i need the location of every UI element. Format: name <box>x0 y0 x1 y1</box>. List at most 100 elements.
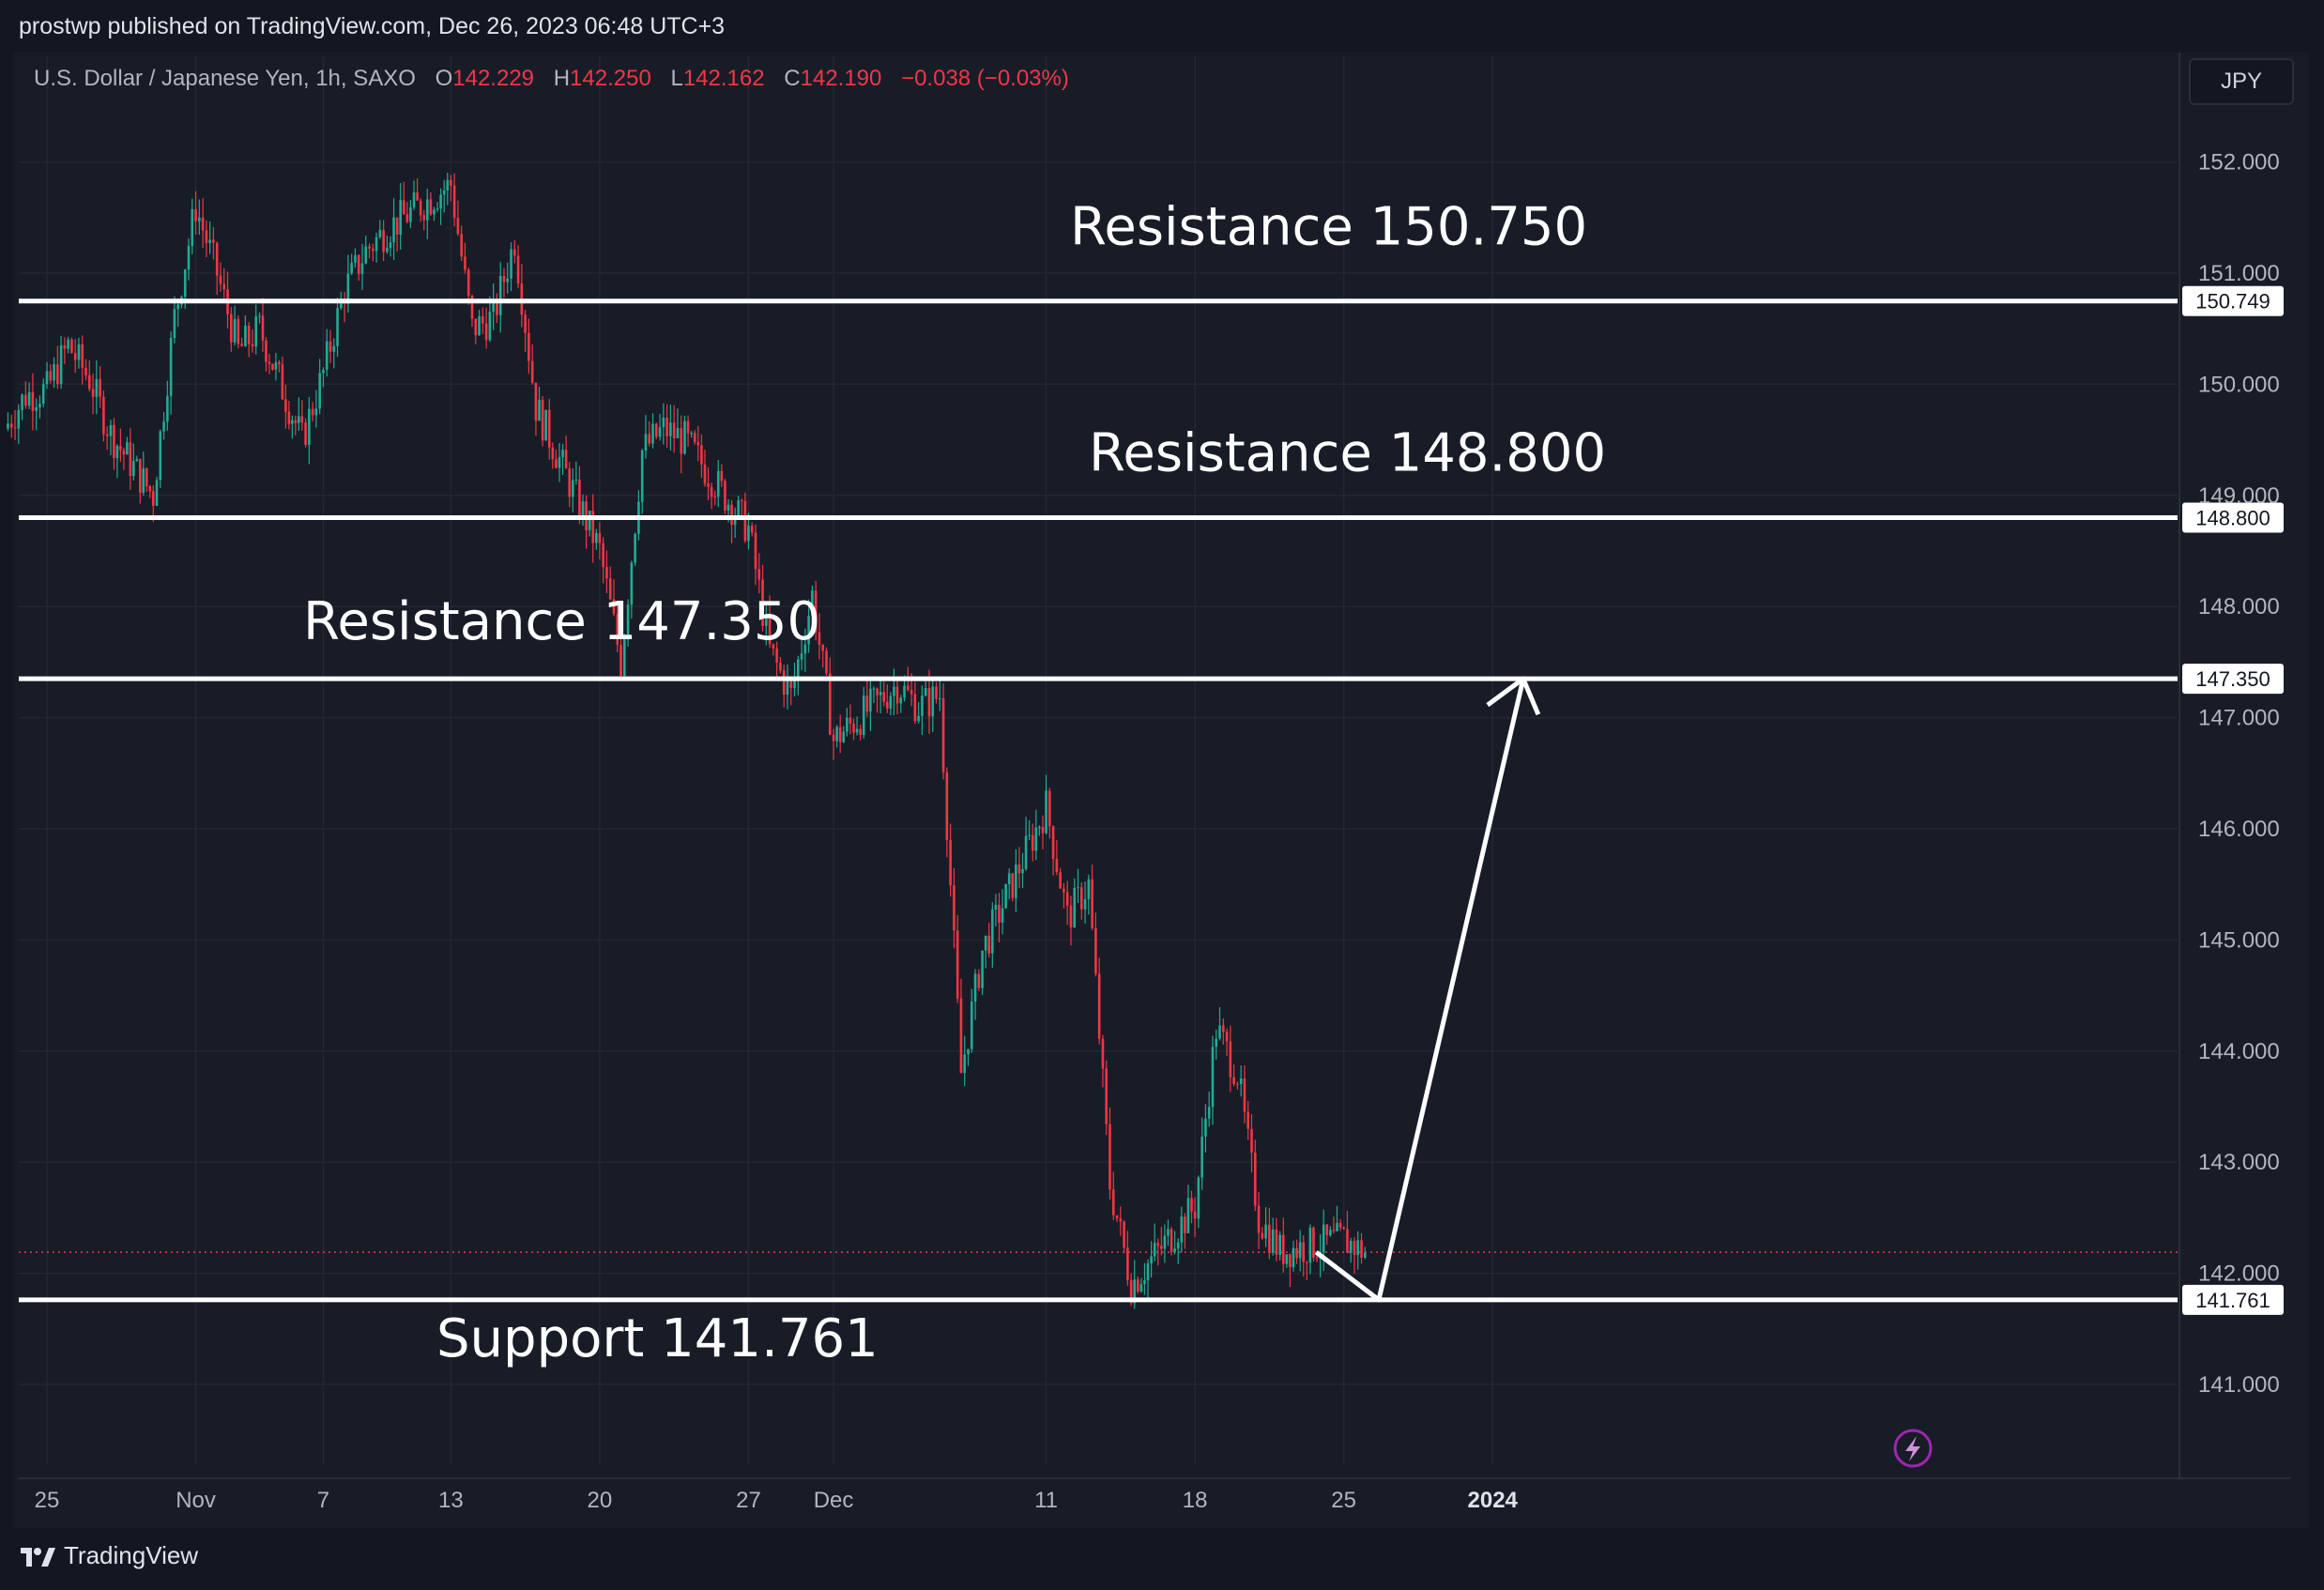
candle-body <box>737 499 741 516</box>
currency-button[interactable]: JPY <box>2189 58 2294 105</box>
candle-body <box>859 728 862 735</box>
candle-body <box>849 717 852 724</box>
candle-body <box>1329 1230 1332 1236</box>
candle-body <box>460 234 463 257</box>
candle-body <box>895 686 899 704</box>
candle-body <box>743 500 747 542</box>
candle-body <box>935 686 938 699</box>
level-price-tag <box>2182 1284 2284 1315</box>
candle-body <box>917 715 920 722</box>
y-tick-label: 142.000 <box>2198 1261 2280 1287</box>
candle-body <box>1176 1242 1180 1249</box>
price-axis[interactable]: 152.000 151.000 150.000 149.000 148.000 147.0… <box>2179 53 2280 1478</box>
candle-body <box>882 692 885 702</box>
candle-body <box>1346 1229 1349 1253</box>
candle-body <box>382 229 385 252</box>
candle-body <box>325 341 329 371</box>
candle-body <box>595 533 598 543</box>
candle-body <box>669 422 672 436</box>
candle-body <box>433 209 436 215</box>
brand-name: TradingView <box>64 1541 199 1569</box>
candle-body <box>492 299 495 313</box>
candle-body <box>623 636 626 676</box>
candle-body <box>838 726 842 742</box>
candle-body <box>478 315 481 336</box>
candle-body <box>254 316 258 347</box>
top-meta: prostwp published on TradingView.com, De… <box>19 13 726 39</box>
candle-body <box>119 446 122 451</box>
candle-body <box>1065 892 1069 906</box>
level-price-tag-text: 141.761 <box>2195 1289 2270 1312</box>
candle-body <box>1229 1041 1232 1078</box>
candle-body <box>591 511 595 543</box>
candle-body <box>977 973 981 988</box>
candle-body <box>658 427 662 437</box>
candle-body <box>1041 827 1045 833</box>
candle-body <box>1332 1230 1336 1231</box>
candle-body <box>35 406 38 411</box>
candle-body <box>49 371 53 381</box>
candle-body <box>907 685 910 690</box>
candle-body <box>95 378 99 397</box>
candle-body <box>45 371 49 385</box>
candle-body <box>439 194 442 209</box>
candle-body <box>1207 1107 1211 1119</box>
candle-body <box>626 604 630 637</box>
candle-body <box>818 632 821 645</box>
candle-body <box>581 501 585 518</box>
candle-body <box>1173 1248 1176 1252</box>
lightning-icon[interactable] <box>1893 1429 1933 1468</box>
candle-body <box>724 481 726 512</box>
candle-body <box>1349 1241 1353 1253</box>
candle-body <box>77 344 81 360</box>
candle-body <box>1097 973 1101 1039</box>
candle-body <box>166 395 169 422</box>
time-axis[interactable]: 25 Nov 7 13 20 27 Dec 11 18 25 2024 <box>19 1477 2290 1513</box>
candle-body <box>244 325 247 346</box>
candle-body <box>419 200 422 216</box>
candle-body <box>329 341 332 352</box>
candle-body <box>700 445 703 465</box>
candle-body <box>1315 1257 1319 1259</box>
candle-body <box>115 446 119 459</box>
candle-body <box>807 616 810 645</box>
tradingview-logo[interactable]: TradingView <box>19 1541 198 1570</box>
candle-body <box>973 973 977 1002</box>
candle-body <box>113 424 115 459</box>
candle-body <box>67 339 69 349</box>
candle-body <box>287 411 291 424</box>
candle-body <box>484 323 488 341</box>
candle-body <box>865 696 869 712</box>
candle-body <box>357 254 360 274</box>
candle-body <box>354 254 357 263</box>
candle-body <box>941 698 945 772</box>
y-tick-label: 151.000 <box>2198 261 2280 286</box>
candle-body <box>994 904 998 910</box>
candle-body <box>644 434 648 451</box>
candle-body <box>869 688 872 712</box>
projection-path <box>1314 678 1526 1303</box>
candle-body <box>176 304 179 310</box>
candle-body <box>956 930 959 999</box>
candle-body <box>640 451 644 502</box>
candle-body <box>1137 1279 1139 1292</box>
candle-body <box>991 910 994 954</box>
candle-body <box>392 217 395 243</box>
candle-body <box>775 648 778 664</box>
candle-body <box>7 423 9 429</box>
level-label: Resistance 150.750 <box>1070 197 1587 258</box>
x-tick-label: Nov <box>176 1488 216 1513</box>
candle-body <box>1243 1078 1246 1112</box>
projection-arrow <box>1314 676 1541 1303</box>
close-label: C <box>784 66 801 91</box>
candle-body <box>981 950 984 988</box>
candle-body <box>710 486 713 497</box>
candle-body <box>1197 1177 1200 1219</box>
chart-frame[interactable] <box>13 53 2309 1528</box>
candle-body <box>1051 826 1055 860</box>
candle-body <box>879 692 882 696</box>
candle-body <box>1167 1229 1170 1236</box>
candle-body <box>265 340 268 362</box>
candle-body <box>1180 1216 1184 1243</box>
